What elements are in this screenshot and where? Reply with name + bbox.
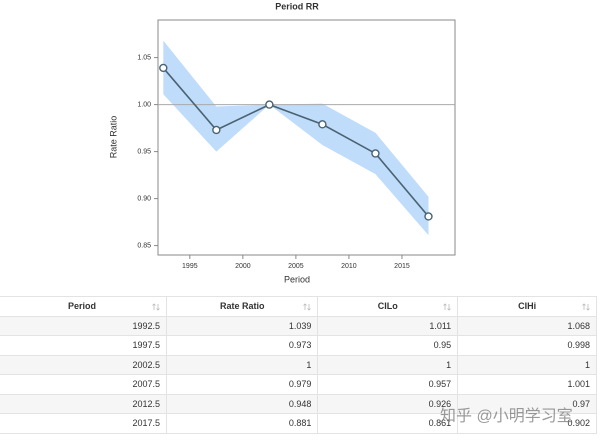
chart-title: Period RR bbox=[275, 1, 319, 11]
table-cell: 1 bbox=[457, 354, 597, 375]
table-cell: 0.973 bbox=[166, 335, 319, 356]
table-cell: 0.948 bbox=[166, 393, 319, 414]
table-cell: 1997.5 bbox=[0, 335, 168, 356]
table-cell: 0.998 bbox=[457, 335, 597, 356]
point bbox=[318, 120, 327, 129]
data-table: Period Rate Ratio CILo CIHi 1992.5 1.039 1.011… bbox=[0, 296, 597, 434]
plot-frame bbox=[157, 19, 456, 256]
x-tick-label: 2015 bbox=[394, 263, 410, 270]
header-text: Period bbox=[68, 301, 97, 312]
sort-icon[interactable] bbox=[443, 303, 451, 311]
table-cell: 1992.5 bbox=[0, 315, 168, 336]
x-tick-label: 1995 bbox=[182, 263, 198, 270]
table-cell: 0.979 bbox=[166, 374, 319, 395]
table-row: 2017.5 0.881 0.861 0.902 bbox=[0, 413, 597, 434]
table-row: 2012.5 0.948 0.926 0.97 bbox=[0, 393, 597, 414]
table-cell: 2002.5 bbox=[0, 354, 168, 375]
series-line bbox=[162, 67, 430, 217]
table-cell: 0.926 bbox=[317, 393, 459, 414]
table-row: 2007.5 0.979 0.957 1.001 bbox=[0, 374, 597, 395]
column-header[interactable]: CIHi bbox=[457, 296, 597, 317]
point bbox=[265, 100, 274, 109]
table-cell: 2012.5 bbox=[0, 393, 168, 414]
sort-icon[interactable] bbox=[582, 303, 590, 311]
table-row: 1992.5 1.039 1.011 1.068 bbox=[0, 315, 597, 336]
chart: Period RR Period Rate Ratio 0.85 0.90 0.95… bbox=[108, 1, 456, 284]
y-tick-label: 1.00 bbox=[137, 101, 151, 108]
sort-icon[interactable] bbox=[152, 303, 160, 311]
table-cell: 0.902 bbox=[457, 413, 597, 434]
table-cell: 1 bbox=[166, 354, 319, 375]
x-tick-label: 2010 bbox=[341, 263, 357, 270]
x-axis-label: Period bbox=[284, 274, 310, 284]
table-cell: 0.881 bbox=[166, 413, 319, 434]
table-cell: 1 bbox=[317, 354, 459, 375]
table-cell: 0.95 bbox=[317, 335, 459, 356]
y-tick-label: 0.85 bbox=[137, 242, 151, 249]
point bbox=[371, 149, 380, 158]
table-row: 2002.5 1 1 1 bbox=[0, 354, 597, 375]
x-tick-label: 2000 bbox=[235, 263, 251, 270]
sort-icon[interactable] bbox=[303, 303, 312, 311]
header-text: CIHi bbox=[518, 301, 537, 312]
column-header[interactable]: Rate Ratio bbox=[166, 296, 319, 317]
watermark: 知乎 @小明学习室 bbox=[440, 408, 573, 425]
point bbox=[212, 125, 221, 135]
table-cell: 0.861 bbox=[317, 413, 459, 434]
y-tick-label: 0.95 bbox=[137, 148, 151, 155]
x-tick-label: 2005 bbox=[288, 263, 304, 270]
header-text: Rate Ratio bbox=[219, 301, 265, 312]
table-cell: 1.068 bbox=[457, 315, 597, 336]
table-cell: 1.011 bbox=[317, 315, 459, 336]
point bbox=[159, 63, 168, 73]
table-row: 1997.5 0.973 0.95 0.998 bbox=[0, 335, 597, 356]
header-text: CILo bbox=[377, 301, 398, 312]
column-header[interactable]: Period bbox=[0, 296, 168, 317]
y-tick-label: 0.90 bbox=[137, 195, 151, 202]
table-cell: 0.957 bbox=[317, 374, 459, 395]
table-cell: 1.001 bbox=[457, 374, 597, 395]
y-tick-label: 1.05 bbox=[137, 54, 151, 61]
table-cell: 2007.5 bbox=[0, 374, 168, 395]
table-cell: 2017.5 bbox=[0, 413, 168, 434]
point bbox=[424, 212, 433, 221]
table-cell: 1.039 bbox=[166, 315, 319, 336]
column-header[interactable]: CILo bbox=[317, 296, 459, 317]
y-axis-label: Rate Ratio bbox=[108, 116, 118, 159]
confidence-band bbox=[163, 40, 429, 236]
